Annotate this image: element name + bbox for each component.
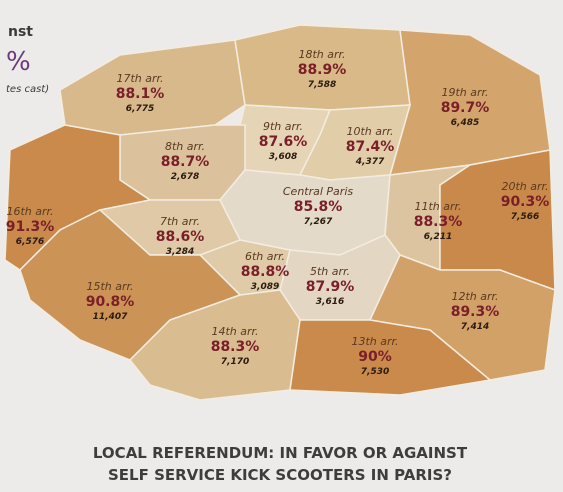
district-name: 8th arr. — [165, 140, 205, 153]
district-percent: 88.8% — [241, 264, 290, 280]
district-name: 10th arr. — [346, 125, 393, 138]
district-percent: 87.9% — [306, 279, 355, 295]
district-votes: 7,267 — [304, 217, 333, 227]
header-fragment: nst — [8, 24, 33, 40]
district-name: 19th arr. — [441, 86, 488, 99]
district-votes: 3,284 — [166, 247, 194, 257]
district-votes: 7,588 — [308, 80, 336, 90]
district-votes: 7,170 — [221, 357, 249, 367]
district-votes: 6,211 — [424, 232, 452, 242]
district-name: 7th arr. — [160, 215, 200, 228]
district-percent: 89.7% — [441, 100, 490, 116]
district-name: 16th arr. — [6, 205, 53, 218]
district-percent: 87.4% — [346, 139, 395, 155]
district-votes: 4,377 — [355, 157, 385, 167]
district-name: 15th arr. — [86, 280, 133, 293]
district-percent: 88.1% — [116, 86, 165, 102]
district-name: 11th arr. — [414, 200, 461, 213]
district-name: 18th arr. — [298, 48, 345, 61]
district-votes: 2,678 — [171, 172, 199, 182]
district-percent: 90.8% — [86, 294, 135, 310]
district-votes: 11,407 — [93, 312, 128, 322]
header-percent: % — [6, 47, 31, 77]
district-percent: 85.8% — [294, 199, 343, 215]
district-percent: 88.9% — [298, 62, 347, 78]
district-percent: 90.3% — [501, 194, 550, 210]
district-name: 9th arr. — [263, 120, 303, 133]
footer-title: SELF SERVICE KICK SCOOTERS IN PARIS? — [108, 466, 452, 484]
district-votes: 6,485 — [451, 118, 479, 128]
district-name: 20th arr. — [501, 180, 548, 193]
district-votes: 7,414 — [461, 322, 489, 332]
district-percent: 88.3% — [414, 214, 463, 230]
district-percent: 88.7% — [161, 154, 210, 170]
district-votes: 7,566 — [511, 212, 539, 222]
district-name: Central Paris — [283, 185, 354, 198]
district-name: 14th arr. — [211, 325, 258, 338]
district-percent: 89.3% — [451, 304, 500, 320]
district-votes: 3,616 — [316, 297, 344, 307]
district-percent: 91.3% — [6, 219, 55, 235]
footer-title: LOCAL REFERENDUM: IN FAVOR OR AGAINST — [93, 444, 468, 462]
district-percent: 88.6% — [156, 229, 205, 245]
district-percent: 90% — [358, 349, 392, 365]
district-votes: 6,576 — [16, 237, 44, 247]
district-name: 5th arr. — [310, 265, 350, 278]
district-votes: 3,608 — [269, 152, 297, 162]
district-name: 17th arr. — [116, 72, 163, 85]
map-infographic: 17th arr.88.1% 6,775 18th arr.88.9% 7,588 19… — [0, 0, 563, 492]
district-votes: 3,089 — [251, 282, 279, 292]
district-percent: 88.3% — [211, 339, 260, 355]
district-votes: 6,775 — [126, 104, 154, 114]
header-note: tes cast) — [6, 84, 49, 95]
district-name: 12th arr. — [451, 290, 498, 303]
district-percent: 87.6% — [259, 134, 308, 150]
district-name: 13th arr. — [351, 335, 398, 348]
district-name: 6th arr. — [245, 250, 285, 263]
district-votes: 7,530 — [361, 367, 389, 377]
